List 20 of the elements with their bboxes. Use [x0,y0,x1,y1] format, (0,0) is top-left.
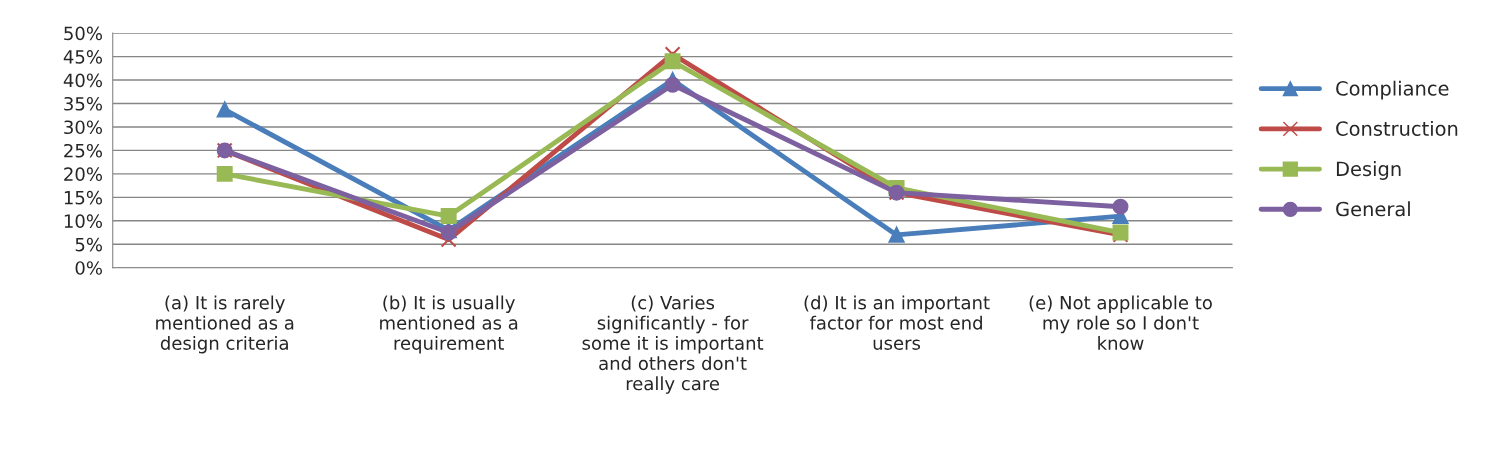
y-tick-label: 10% [64,214,103,228]
x-tick-label: (a) It is rarely mentioned as a design criteria [156,295,294,354]
y-tick-label: 45% [63,50,103,64]
y-tick-label: 50% [64,26,103,41]
y-tick-label: 5% [75,237,103,252]
x-tick-label: (c) Varies significantly - for some it is important and others don't really care [582,295,764,394]
legend-label: Design [1336,161,1401,180]
y-tick-label: 20% [64,167,103,181]
y-tick-label: 0% [75,261,103,275]
legend-label: Compliance [1336,80,1449,100]
y-tick-label: 30% [64,120,103,135]
x-tick-label: (d) It is an important factor for most end users [804,295,990,350]
legend-label: General [1336,201,1410,217]
y-tick-label: 25% [64,143,103,158]
y-tick-label: 35% [64,96,103,111]
x-tick-label: (b) It is usually mentioned as a requirement [380,295,518,354]
y-tick-label: 40% [63,73,103,88]
legend-label: Construction [1336,120,1458,136]
x-tick-label: (e) Not applicable to my role so I don't know [1029,295,1212,350]
y-tick-label: 15% [64,190,103,205]
